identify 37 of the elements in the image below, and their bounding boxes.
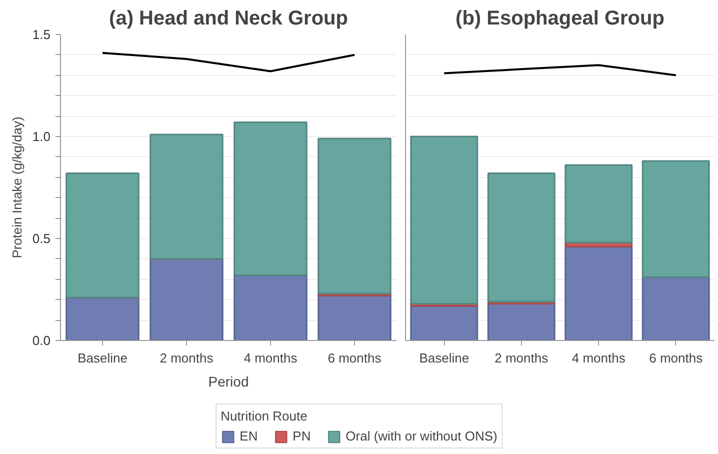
y-axis-title: Protein Intake (g/kg/day): [9, 116, 24, 258]
legend-label: PN: [292, 428, 312, 444]
bar: [318, 138, 392, 294]
x-tick-label: 6 months: [328, 350, 382, 366]
bar: [564, 164, 633, 244]
x-tick-label: 2 months: [494, 350, 549, 366]
chart-title: (b) Esophageal Group: [456, 8, 664, 30]
bar: [642, 276, 710, 340]
x-tick-label: 6 months: [649, 350, 704, 366]
y-tick-label: 1.5: [32, 27, 51, 42]
bar: [410, 136, 478, 305]
bar: [66, 296, 140, 340]
y-tick-label: 0.5: [32, 231, 51, 246]
y-tick-label: 1.0: [32, 129, 51, 144]
y-tick-label: 0.0: [32, 333, 51, 348]
bar: [66, 172, 140, 298]
x-tick-label: Baseline: [419, 350, 470, 366]
bar: [564, 246, 633, 340]
bar: [642, 160, 710, 278]
bar: [487, 303, 556, 340]
x-tick-label: 2 months: [160, 350, 214, 366]
legend-label: EN: [240, 428, 259, 444]
bar: [318, 294, 392, 340]
line-series: [102, 52, 356, 72]
bar: [234, 274, 308, 340]
x-tick-label: 4 months: [244, 350, 298, 366]
legend-label: Oral (with or without ONS): [346, 428, 498, 444]
x-axis-title: Period: [208, 374, 249, 390]
chart-title: (a) Head and Neck Group: [109, 8, 348, 30]
x-tick-label: 4 months: [572, 350, 626, 366]
bar: [487, 172, 556, 302]
bar: [150, 258, 224, 340]
legend-title: Nutrition Route: [220, 408, 308, 424]
bar: [410, 305, 478, 340]
bar: [234, 121, 308, 276]
bar: [150, 134, 224, 260]
x-tick-label: Baseline: [78, 350, 128, 366]
